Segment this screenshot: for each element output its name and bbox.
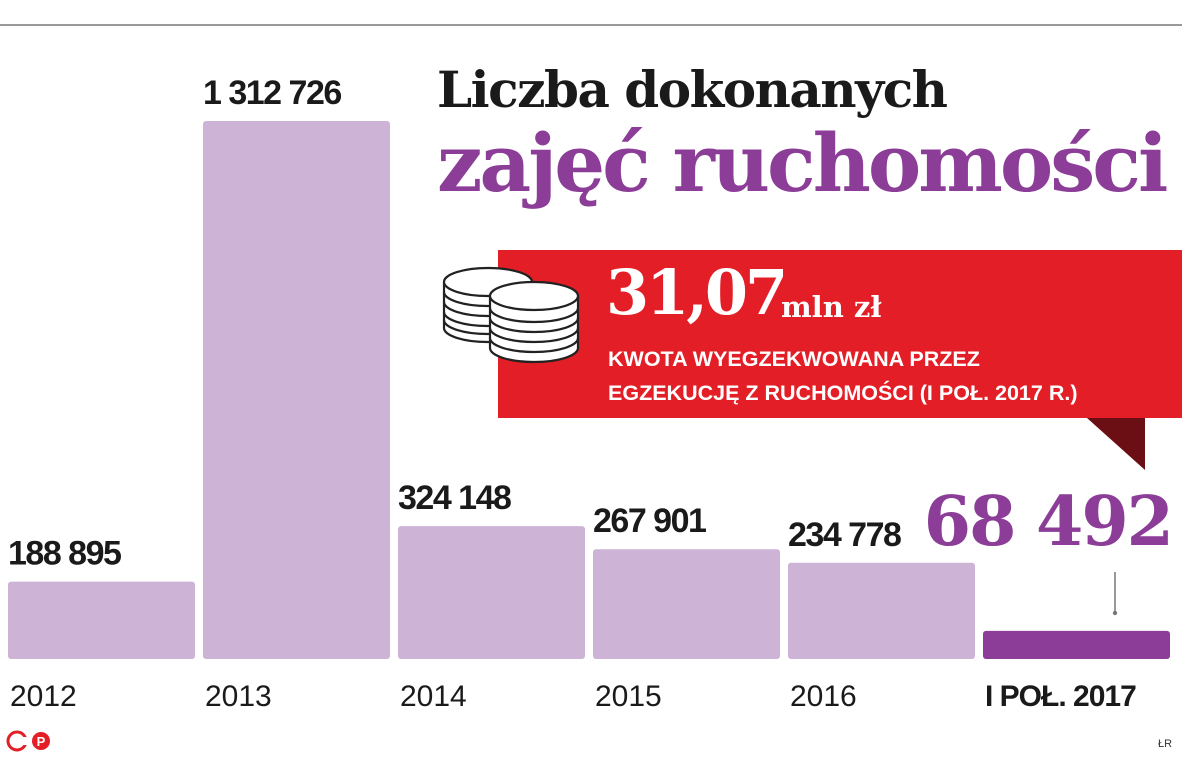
bar-2015: [593, 549, 780, 659]
author-credit: ŁR: [1158, 738, 1173, 750]
bar-value-label: 324 148: [398, 479, 511, 517]
bar-value-label: 68 492: [924, 482, 1172, 562]
bar-2012: [8, 581, 195, 659]
x-tick-label: 2013: [205, 680, 272, 713]
callout-value: 31,07: [606, 256, 788, 329]
bar-value-label: 188 895: [8, 535, 121, 573]
chart-title-line1: Liczba dokonanych: [437, 60, 948, 119]
x-tick-label: I POŁ. 2017: [985, 680, 1136, 713]
callout-box: 31,07 mln zł KWOTA WYEGZEKWOWANA PRZEZ E…: [498, 250, 1182, 418]
callout-unit: mln zł: [781, 290, 882, 324]
bar-2016: [788, 562, 975, 659]
svg-text:P: P: [37, 734, 46, 749]
bar-value-label: 267 901: [593, 502, 706, 540]
bar-2014: [398, 526, 585, 659]
callout-description: KWOTA WYEGZEKWOWANA PRZEZ EGZEKUCJĘ Z RU…: [608, 342, 1077, 410]
x-tick-label: 2014: [400, 680, 467, 713]
value-pointer-dot: [1112, 610, 1118, 616]
chart-title-line2: zajęć ruchomości: [437, 116, 1168, 210]
x-tick-label: 2016: [790, 680, 857, 713]
bar-2013: [203, 121, 390, 659]
x-tick-label: 2015: [595, 680, 662, 713]
top-rule: [0, 24, 1182, 26]
bar-value-label: 234 778: [788, 516, 901, 554]
publisher-logo: P: [6, 730, 50, 752]
callout-desc-line2: EGZEKUCJĘ Z RUCHOMOŚCI (I POŁ. 2017 R.): [608, 381, 1078, 405]
bar-value-label: 1 312 726: [203, 74, 341, 112]
callout-desc-line1: KWOTA WYEGZEKWOWANA PRZEZ: [608, 347, 980, 371]
x-tick-label: 2012: [10, 680, 77, 713]
bar-i-po-2017: [983, 630, 1170, 659]
coins-icon: [442, 266, 580, 364]
